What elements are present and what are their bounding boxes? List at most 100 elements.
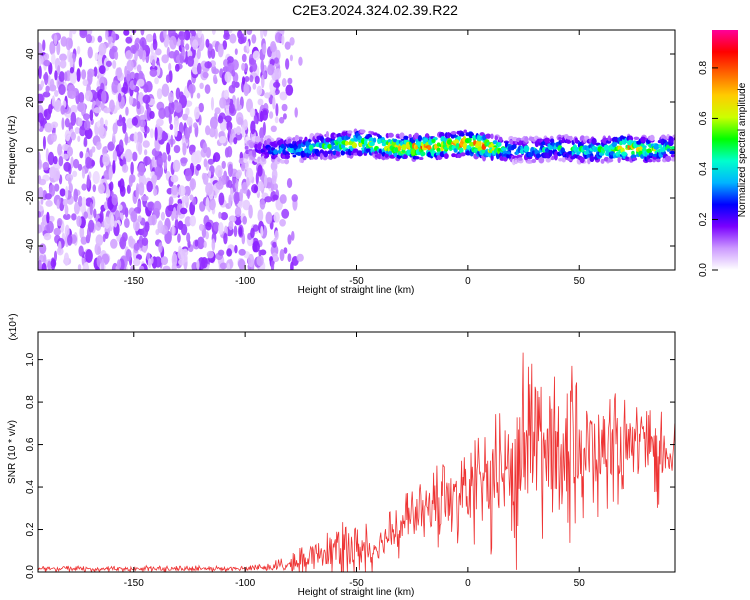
- noise-blob: [149, 110, 155, 120]
- noise-blob: [196, 48, 201, 60]
- noise-blob: [273, 211, 280, 223]
- noise-blob: [117, 82, 122, 94]
- noise-blob: [272, 194, 279, 201]
- noise-blob: [54, 70, 58, 81]
- noise-blob: [167, 204, 175, 212]
- noise-blob: [241, 62, 246, 71]
- noise-blob: [145, 33, 154, 43]
- signal-cell: [372, 137, 377, 143]
- noise-blob: [259, 127, 265, 140]
- signal-cell: [381, 142, 387, 147]
- noise-blob: [142, 244, 147, 254]
- noise-blob: [171, 253, 178, 267]
- noise-blob: [161, 130, 167, 142]
- noise-blob: [250, 120, 256, 135]
- noise-blob: [99, 117, 104, 126]
- signal-cell: [335, 150, 340, 157]
- noise-blob: [282, 113, 287, 120]
- noise-blob: [211, 30, 216, 35]
- noise-blob: [232, 177, 237, 184]
- noise-blob: [44, 53, 50, 61]
- signal-cell: [456, 136, 462, 141]
- noise-blob: [38, 210, 42, 218]
- signal-cell: [646, 148, 653, 154]
- snr-line-series: [38, 352, 675, 572]
- x-tick-label: 50: [574, 578, 586, 589]
- signal-cell: [524, 136, 529, 143]
- noise-blob: [93, 66, 98, 77]
- noise-blob: [84, 90, 93, 102]
- noise-blob: [94, 242, 101, 256]
- signal-cell: [431, 139, 436, 143]
- noise-blob: [177, 198, 183, 205]
- signal-cell: [359, 129, 366, 134]
- noise-blob: [178, 91, 184, 99]
- noise-blob: [228, 194, 232, 208]
- signal-cell: [363, 138, 368, 146]
- noise-blob: [97, 35, 103, 43]
- noise-blob: [62, 213, 71, 220]
- signal-cell: [372, 132, 378, 136]
- signal-cell: [459, 147, 464, 154]
- snr-line: [38, 352, 675, 572]
- noise-blob: [178, 185, 186, 197]
- noise-blob: [233, 137, 238, 145]
- noise-blob: [210, 199, 216, 210]
- noise-blob: [59, 188, 66, 197]
- noise-blob: [88, 219, 95, 233]
- noise-blob: [67, 146, 74, 157]
- colorbar-tick-label: 0.2: [698, 212, 709, 226]
- noise-blob: [43, 73, 49, 81]
- noise-blob: [154, 256, 162, 268]
- signal-cell: [393, 152, 398, 158]
- noise-blob: [77, 135, 81, 142]
- signal-cell: [516, 154, 523, 159]
- noise-blob: [102, 153, 110, 167]
- noise-blob: [192, 39, 199, 51]
- y-tick-label: 1.0: [25, 352, 36, 366]
- noise-blob: [170, 174, 179, 183]
- noise-blob: [101, 90, 107, 104]
- signal-cell: [538, 156, 545, 164]
- noise-blob: [70, 156, 74, 169]
- signal-cell: [498, 136, 503, 142]
- noise-blob: [128, 94, 134, 106]
- noise-blob: [111, 45, 118, 53]
- noise-blob: [205, 38, 210, 48]
- noise-blob: [247, 253, 255, 268]
- signal-cell: [476, 139, 482, 147]
- signal-cell: [340, 144, 346, 149]
- noise-blob: [185, 43, 190, 51]
- noise-blob: [251, 61, 258, 72]
- noise-blob: [243, 119, 248, 131]
- noise-blob: [147, 258, 152, 269]
- noise-blob: [228, 215, 237, 223]
- noise-blob: [272, 96, 276, 110]
- signal-cell: [561, 156, 566, 163]
- noise-blob: [108, 172, 113, 181]
- noise-blob: [203, 240, 207, 248]
- noise-blob: [231, 69, 236, 77]
- noise-blob: [171, 184, 179, 196]
- noise-blob: [118, 204, 123, 211]
- noise-blob: [66, 234, 73, 246]
- noise-blob: [219, 97, 227, 109]
- noise-blob: [78, 245, 84, 257]
- signal-cell: [549, 138, 555, 144]
- signal-cell: [401, 144, 407, 151]
- noise-blob: [154, 127, 158, 141]
- signal-cell: [399, 132, 405, 140]
- noise-blob: [47, 260, 52, 270]
- noise-blob: [78, 125, 86, 137]
- noise-blob: [222, 40, 228, 50]
- noise-blob: [198, 223, 204, 231]
- noise-blob: [57, 240, 62, 254]
- noise-blob: [250, 227, 255, 239]
- noise-blob: [133, 242, 140, 251]
- x-tick-label: -100: [235, 578, 255, 589]
- noise-blob: [209, 116, 218, 130]
- signal-cell: [670, 146, 675, 150]
- noise-blob: [260, 30, 264, 39]
- noise-blob: [50, 132, 57, 143]
- noise-blob: [143, 156, 152, 166]
